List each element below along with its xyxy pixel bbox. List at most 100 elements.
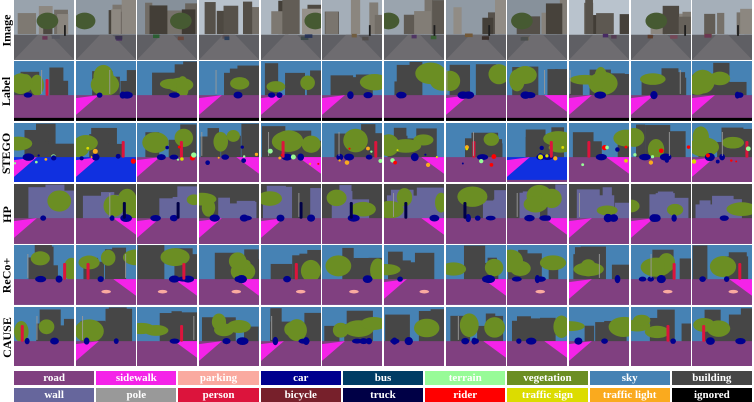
legend-chip-traffic-light: traffic light bbox=[589, 387, 670, 402]
row-label-label: Label bbox=[0, 77, 14, 107]
legend-chip-building: building bbox=[671, 371, 752, 385]
reco-sample-10 bbox=[569, 245, 630, 306]
legend-label: building bbox=[692, 372, 732, 384]
legend-label: ignored bbox=[693, 388, 730, 401]
stego-sample-3 bbox=[137, 122, 198, 183]
stego-sample-11 bbox=[630, 122, 691, 183]
stego-sample-6 bbox=[322, 122, 383, 183]
stego-sample-9 bbox=[507, 122, 568, 183]
hp-sample-2 bbox=[75, 183, 136, 244]
cause-sample-1 bbox=[14, 306, 75, 367]
cause-sample-4 bbox=[199, 306, 260, 367]
label-sample-9 bbox=[507, 61, 568, 122]
stego-sample-7 bbox=[384, 122, 445, 183]
hp-sample-11 bbox=[630, 183, 691, 244]
legend-chip-bus: bus bbox=[342, 371, 424, 385]
legend-label: bus bbox=[374, 372, 392, 384]
label-sample-6 bbox=[322, 61, 383, 122]
legend-chip-bicycle: bicycle bbox=[260, 387, 341, 402]
hp-sample-9 bbox=[507, 183, 568, 244]
hp-sample-12 bbox=[692, 183, 753, 244]
legend-label: truck bbox=[370, 388, 396, 401]
image-sample-12 bbox=[692, 0, 753, 60]
legend-label: vegetation bbox=[523, 372, 572, 384]
legend-chip-sky: sky bbox=[589, 371, 670, 385]
legend-label: road bbox=[43, 372, 66, 384]
reco-sample-6 bbox=[322, 245, 383, 306]
legend-chip-road: road bbox=[14, 371, 95, 385]
hp-sample-3 bbox=[137, 183, 198, 244]
legend-chip-terrain: terrain bbox=[425, 371, 506, 385]
legend-label: rider bbox=[453, 388, 478, 401]
legend-label: wall bbox=[44, 388, 64, 401]
label-sample-8 bbox=[445, 61, 506, 122]
reco-sample-2 bbox=[75, 245, 136, 306]
cause-sample-7 bbox=[384, 306, 445, 367]
reco-sample-4 bbox=[199, 245, 260, 306]
legend-chip-pole: pole bbox=[96, 387, 177, 402]
reco-sample-3 bbox=[137, 245, 198, 306]
legend-label: sidewalk bbox=[115, 372, 157, 384]
row-label-cause: CAUSE bbox=[0, 316, 14, 358]
legend-label: person bbox=[202, 388, 235, 401]
legend-label: bicycle bbox=[284, 388, 317, 401]
legend-chip-sidewalk: sidewalk bbox=[96, 371, 177, 385]
legend-label: car bbox=[293, 372, 309, 384]
reco-sample-7 bbox=[384, 245, 445, 306]
label-sample-4 bbox=[199, 61, 260, 122]
cause-sample-2 bbox=[75, 306, 136, 367]
cause-sample-3 bbox=[137, 306, 198, 367]
cause-sample-6 bbox=[322, 306, 383, 367]
legend-chip-car: car bbox=[260, 371, 341, 385]
legend-label: traffic light bbox=[602, 388, 657, 401]
image-sample-1 bbox=[14, 0, 75, 60]
row-label-hp: HP bbox=[0, 206, 14, 223]
row-label-stego: STEGO bbox=[0, 132, 14, 174]
class-legend: road sidewalk parking car bus terrain vegetati… bbox=[14, 371, 754, 402]
stego-sample-12 bbox=[692, 122, 753, 183]
image-sample-11 bbox=[630, 0, 691, 60]
stego-sample-1 bbox=[14, 122, 75, 183]
label-sample-5 bbox=[260, 61, 321, 122]
image-sample-8 bbox=[445, 0, 506, 60]
legend-label: pole bbox=[126, 388, 147, 401]
sample-grid bbox=[14, 0, 754, 368]
reco-sample-5 bbox=[260, 245, 321, 306]
cause-sample-5 bbox=[260, 306, 321, 367]
label-sample-10 bbox=[569, 61, 630, 122]
stego-sample-8 bbox=[445, 122, 506, 183]
image-sample-10 bbox=[569, 0, 630, 60]
hp-sample-5 bbox=[260, 183, 321, 244]
legend-chip-person: person bbox=[178, 387, 259, 402]
legend-chip-truck: truck bbox=[342, 387, 424, 402]
label-sample-11 bbox=[630, 61, 691, 122]
hp-sample-1 bbox=[14, 183, 75, 244]
reco-sample-12 bbox=[692, 245, 753, 306]
image-sample-9 bbox=[507, 0, 568, 60]
label-sample-2 bbox=[75, 61, 136, 122]
legend-chip-vegetation: vegetation bbox=[507, 371, 588, 385]
image-sample-2 bbox=[75, 0, 136, 60]
legend-chip-traffic-sign: traffic sign bbox=[507, 387, 588, 402]
cause-sample-8 bbox=[445, 306, 506, 367]
label-sample-3 bbox=[137, 61, 198, 122]
image-sample-4 bbox=[199, 0, 260, 60]
hp-sample-8 bbox=[445, 183, 506, 244]
cause-sample-12 bbox=[692, 306, 753, 367]
hp-sample-6 bbox=[322, 183, 383, 244]
row-label-image: Image bbox=[0, 14, 14, 47]
hp-sample-7 bbox=[384, 183, 445, 244]
cause-sample-9 bbox=[507, 306, 568, 367]
stego-sample-10 bbox=[569, 122, 630, 183]
hp-sample-4 bbox=[199, 183, 260, 244]
hp-sample-10 bbox=[569, 183, 630, 244]
legend-label: terrain bbox=[448, 372, 482, 384]
legend-chip-wall: wall bbox=[14, 387, 95, 402]
reco-sample-11 bbox=[630, 245, 691, 306]
legend-label: sky bbox=[621, 372, 638, 384]
label-sample-12 bbox=[692, 61, 753, 122]
stego-sample-2 bbox=[75, 122, 136, 183]
image-sample-3 bbox=[137, 0, 198, 60]
reco-sample-1 bbox=[14, 245, 75, 306]
